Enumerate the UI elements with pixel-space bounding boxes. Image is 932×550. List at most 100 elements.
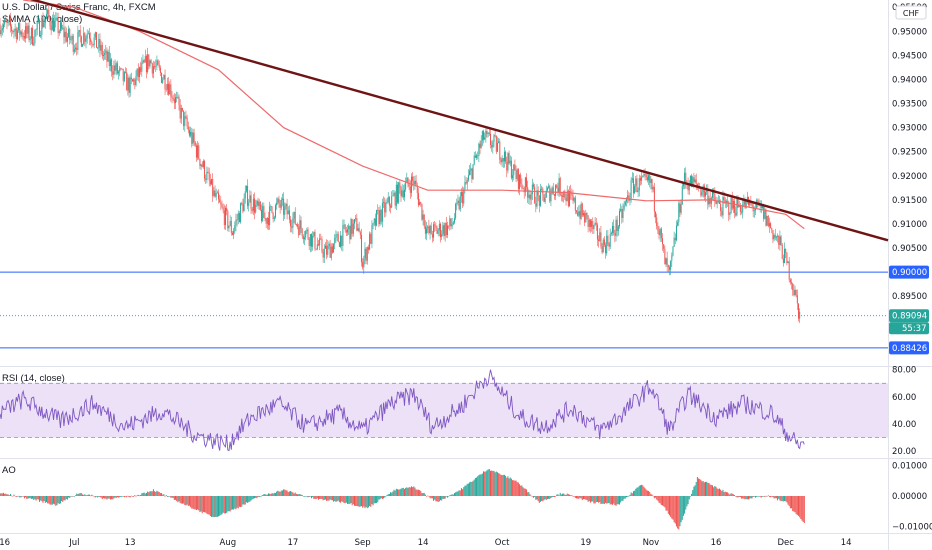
candle	[606, 235, 608, 254]
candle	[448, 225, 450, 227]
ao-bar	[785, 496, 787, 502]
candle	[492, 141, 494, 148]
candle	[591, 221, 593, 227]
ao-bar	[650, 493, 652, 496]
ao-bar	[438, 496, 440, 502]
time-tick-label: 14	[841, 538, 852, 548]
candle	[715, 200, 717, 205]
candle	[658, 230, 660, 236]
ao-bar	[271, 493, 273, 496]
candle	[595, 222, 597, 225]
time-tick-label: 16	[0, 538, 10, 548]
candle	[397, 184, 399, 203]
ao-bar	[236, 496, 238, 508]
candle	[644, 174, 646, 176]
ao-bar	[569, 494, 571, 496]
candle	[761, 205, 763, 208]
ao-bar	[294, 492, 296, 496]
candle	[531, 184, 533, 195]
ao-bar	[514, 480, 516, 496]
ao-bar	[190, 496, 192, 508]
ao-bar	[68, 496, 70, 498]
ao-bar	[713, 487, 715, 496]
ao-bar	[702, 481, 704, 496]
ao-bar	[672, 496, 674, 520]
candle	[459, 196, 461, 210]
ao-bar	[187, 496, 189, 507]
ao-bar	[102, 496, 104, 499]
candle	[281, 198, 283, 200]
ao-bar	[393, 489, 395, 496]
ao-bar	[248, 496, 250, 503]
ao-bar	[682, 496, 684, 516]
smma-line[interactable]	[23, 0, 805, 230]
candle	[534, 186, 536, 204]
ao-panel[interactable]	[0, 469, 805, 530]
candle	[754, 208, 756, 211]
rsi-legend: RSI (14, close)	[2, 373, 65, 384]
rsi-panel[interactable]	[0, 369, 888, 452]
ao-bar	[162, 494, 164, 496]
candle	[565, 197, 567, 202]
ao-bar	[215, 496, 217, 517]
price-axis[interactable]: 0.955000.950000.945000.940000.935000.930…	[892, 3, 932, 532]
ao-bar	[758, 496, 760, 497]
time-axis[interactable]: 16 Jul 13 Aug 17 Sep 14 Oct 19 Nov 16 Dec 14	[0, 538, 852, 548]
ao-bar	[724, 491, 726, 496]
ao-bar	[602, 496, 604, 504]
candle	[54, 20, 56, 32]
ao-bar	[168, 496, 170, 497]
ao-bar	[15, 496, 17, 497]
candle	[265, 218, 267, 224]
ao-bar	[307, 496, 309, 498]
ao-bar	[0, 493, 2, 496]
candle	[310, 234, 312, 247]
ao-bar	[778, 496, 780, 499]
ao-bar	[27, 496, 29, 499]
ao-bar	[407, 488, 409, 496]
time-tick-label: Oct	[495, 538, 510, 548]
ao-bar	[732, 494, 734, 496]
ao-bar	[625, 496, 627, 498]
candle	[186, 117, 188, 127]
candle	[721, 211, 723, 216]
axis-badges: 0.90000 0.88426 0.89094 55:37	[889, 265, 929, 355]
candle	[477, 155, 479, 157]
ao-bar	[800, 496, 802, 519]
ao-bar	[494, 472, 496, 496]
candle	[593, 225, 595, 230]
ao-bar	[12, 496, 14, 497]
ao-bar	[11, 495, 13, 497]
candle	[476, 155, 478, 158]
candle	[30, 28, 32, 39]
rsi-line[interactable]	[0, 369, 805, 452]
ao-bar	[606, 496, 608, 504]
ao-bar	[386, 494, 388, 496]
candle	[19, 22, 21, 35]
ao-bar	[59, 496, 61, 504]
candle	[15, 28, 17, 40]
ao-bar	[596, 496, 598, 502]
candle	[703, 185, 705, 197]
ao-bar	[414, 487, 416, 496]
candle	[264, 218, 266, 219]
currency-box[interactable]	[895, 5, 927, 20]
candle	[724, 200, 726, 204]
candle	[427, 226, 429, 229]
ao-bar	[48, 496, 50, 504]
ao-bar	[708, 482, 710, 496]
ao-bar	[216, 496, 218, 517]
candle	[399, 182, 401, 188]
candle	[247, 185, 249, 206]
ao-bar	[483, 471, 485, 496]
ao-bar	[80, 493, 82, 496]
candle	[7, 20, 9, 23]
candle	[480, 140, 482, 148]
ao-bar	[628, 495, 630, 497]
candle	[255, 204, 257, 213]
trendline[interactable]	[0, 0, 889, 242]
candle	[457, 200, 459, 203]
candle	[86, 33, 88, 39]
